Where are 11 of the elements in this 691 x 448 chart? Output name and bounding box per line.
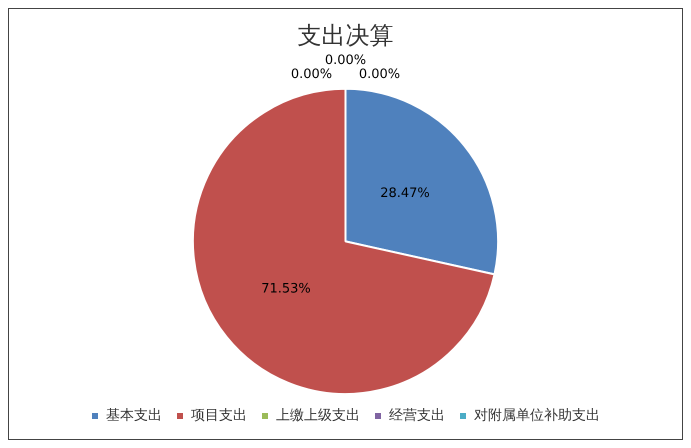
text: 0.00%	[358, 67, 400, 82]
legend-label: 经营支出	[389, 408, 445, 424]
text: 0.00%	[324, 53, 366, 68]
chart-title: 支出决算	[298, 22, 394, 50]
data-label: 71.53%	[261, 282, 311, 297]
legend-label: 上缴上级支出	[276, 408, 360, 424]
legend-label: 项目支出	[191, 408, 247, 424]
legend-label: 基本支出	[106, 408, 162, 424]
legend-label: 对附属单位补助支出	[474, 408, 600, 424]
data-label: 28.47%	[380, 186, 430, 202]
text: 0.00%	[290, 67, 332, 82]
